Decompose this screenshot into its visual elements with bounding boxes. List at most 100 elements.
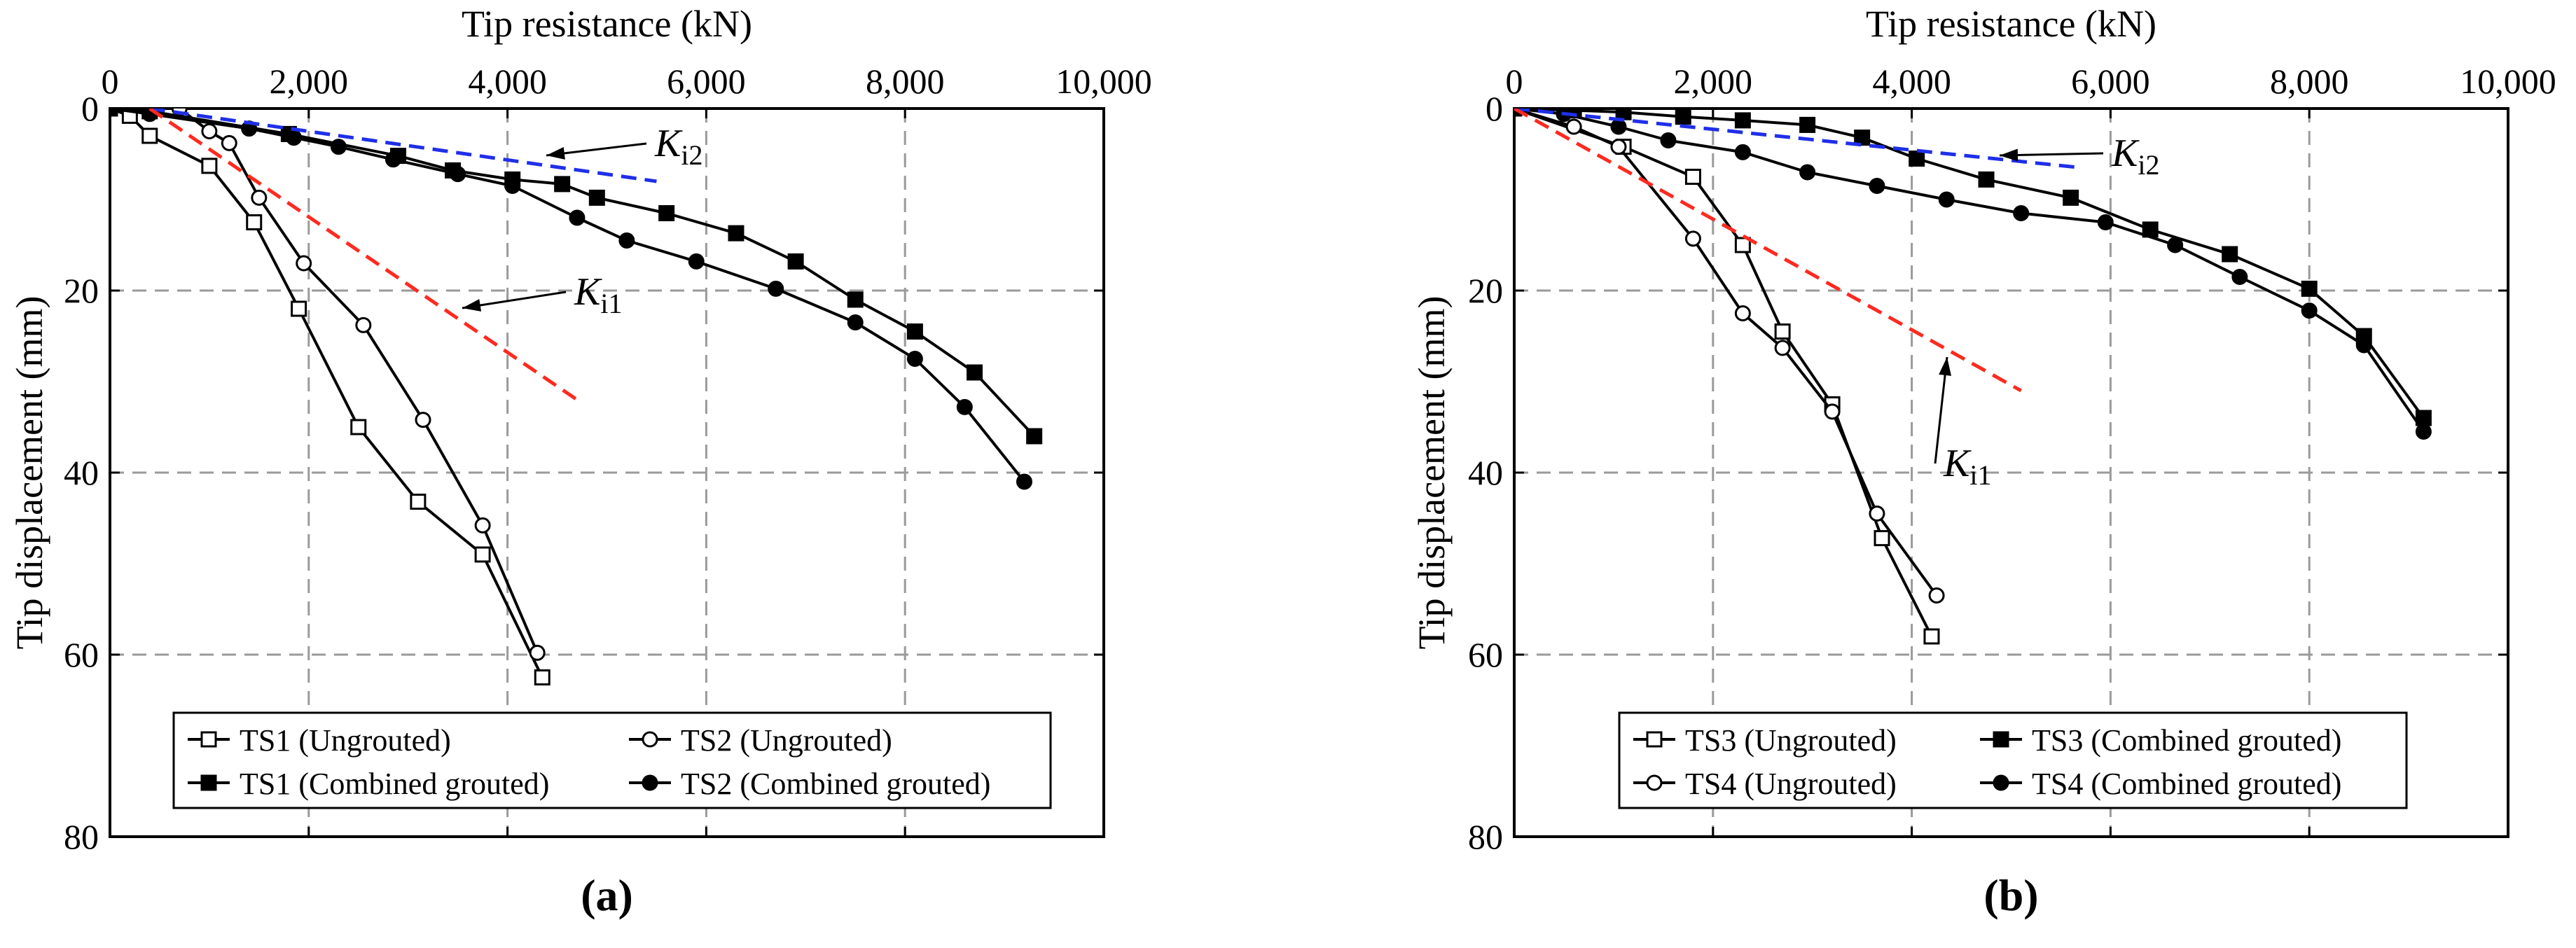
data-point <box>1016 473 1032 490</box>
annotation-i2: Ki2 <box>546 122 702 171</box>
x-tick-label: 8,000 <box>866 62 945 101</box>
legend-marker <box>200 774 217 791</box>
data-point <box>1684 230 1701 247</box>
legend-marker <box>1646 774 1663 791</box>
series-4 <box>110 109 1032 490</box>
data-point <box>350 419 367 435</box>
legend-box <box>172 711 1052 809</box>
data-point <box>385 151 401 168</box>
data-point <box>569 209 586 226</box>
data-point <box>847 291 864 308</box>
data-point <box>450 166 466 183</box>
ticks: 0 2,000 4,000 6,000 8,000 10,000 0 20 40 60 80 <box>1468 62 2556 856</box>
annotation-symbol: K <box>574 270 602 314</box>
legend: TS1 (Ungrouted) TS2 (Ungrouted) TS1 (Combi… <box>172 711 1052 809</box>
x-axis-label: Tip resistance (kN) <box>462 3 752 45</box>
data-point <box>1610 139 1627 155</box>
annotation-symbol: K <box>654 122 683 165</box>
data-point <box>956 398 973 415</box>
data-point <box>2097 214 2114 230</box>
legend-item: TS3 (Combined grouted) <box>1980 723 2341 758</box>
y-tick-label: 80 <box>1468 817 1503 856</box>
y-tick-label: 0 <box>1486 89 1503 128</box>
annotation-symbol: K <box>1943 442 1972 485</box>
legend-label: TS3 (Combined grouted) <box>2032 723 2341 758</box>
x-tick-label: 0 <box>102 62 119 101</box>
x-tick-label: 4,000 <box>1872 62 1951 101</box>
annotation-i1: Ki1 <box>462 270 622 319</box>
legend-label: TS1 (Ungrouted) <box>240 723 451 758</box>
data-point <box>1610 118 1627 135</box>
data-point <box>1684 169 1701 185</box>
y-axis-label: Tip displacement (mm) <box>1411 296 1453 650</box>
data-point <box>201 123 218 139</box>
legend-label: TS3 (Ungrouted) <box>1685 723 1897 758</box>
data-point <box>787 253 804 270</box>
data-point <box>1923 628 1940 645</box>
data-point <box>967 364 983 381</box>
y-tick-label: 80 <box>64 817 99 856</box>
legend-item: TS4 (Ungrouted) <box>1633 767 1897 801</box>
data-point <box>906 323 923 340</box>
data-point <box>2231 269 2248 285</box>
data-point <box>1734 305 1751 321</box>
data-point <box>1675 109 1691 125</box>
data-point <box>534 669 550 685</box>
legend-item: TS1 (Combined grouted) <box>188 767 549 801</box>
annotation-symbol: K <box>2111 132 2140 175</box>
data-point <box>330 139 347 155</box>
annotation-i2: Ki2 <box>1999 132 2159 181</box>
data-point <box>251 189 268 206</box>
data-point <box>588 189 605 206</box>
annotation-arrow-head <box>546 146 565 160</box>
annotation-i1: Ki1 <box>1934 356 1991 491</box>
x-tick-label: 10,000 <box>1055 62 1152 101</box>
annotation-label: Ki2 <box>2111 132 2159 181</box>
data-point <box>141 127 158 144</box>
data-point <box>2222 246 2238 263</box>
data-point <box>474 546 491 563</box>
annotation-subscript: i2 <box>681 139 702 171</box>
chart-b: 0 2,000 4,000 6,000 8,000 10,000 0 20 40 60 80 Tip … <box>1411 3 2556 920</box>
y-tick-label: 20 <box>1468 271 1503 310</box>
data-point <box>1799 164 1816 181</box>
grid <box>110 109 1104 837</box>
annotation-subscript: i1 <box>600 288 622 319</box>
data-point <box>1978 171 1995 188</box>
data-point <box>2167 237 2184 253</box>
legend-label: TS1 (Combined grouted) <box>240 767 549 801</box>
legend-item: TS4 (Combined grouted) <box>1980 767 2341 801</box>
x-tick-label: 2,000 <box>270 62 349 101</box>
y-tick-label: 40 <box>1468 453 1503 492</box>
legend-item: TS2 (Combined grouted) <box>629 767 990 801</box>
data-point <box>474 517 491 534</box>
data-point <box>688 253 705 270</box>
data-point <box>296 255 312 272</box>
series-4 <box>1514 109 2432 440</box>
annotation-label: Ki2 <box>654 122 702 171</box>
data-point <box>291 300 307 317</box>
data-point <box>410 494 427 510</box>
data-point <box>1938 191 1955 208</box>
data-point <box>529 644 546 661</box>
data-point <box>1660 132 1677 148</box>
y-tick-label: 40 <box>64 453 99 492</box>
data-point <box>246 214 263 230</box>
chart-a: 0 2,000 4,000 6,000 8,000 10,000 0 20 40 60 80 Tip … <box>8 3 1152 920</box>
x-tick-label: 0 <box>1506 62 1523 101</box>
data-point <box>2301 280 2318 297</box>
annotation-arrow-head <box>1939 357 1952 376</box>
data-point <box>728 225 745 242</box>
data-point <box>1869 178 1885 194</box>
data-point <box>768 280 784 297</box>
annotation-subscript: i1 <box>1969 459 1991 491</box>
data-point <box>1824 403 1841 420</box>
x-tick-label: 4,000 <box>468 62 547 101</box>
data-point <box>1565 118 1582 135</box>
data-point <box>1874 530 1890 547</box>
data-point <box>2063 189 2079 206</box>
y-tick-label: 20 <box>64 271 99 310</box>
data-point <box>2355 337 2372 354</box>
ticks: 0 2,000 4,000 6,000 8,000 10,000 0 20 40 60 80 <box>64 62 1152 856</box>
